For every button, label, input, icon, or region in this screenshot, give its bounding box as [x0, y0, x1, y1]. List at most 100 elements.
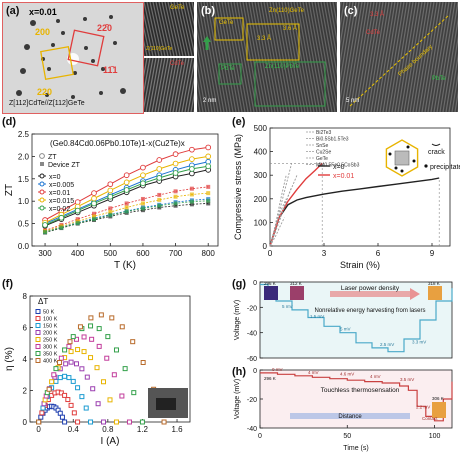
x-tick-label: 0.8	[102, 425, 114, 434]
diffraction-pattern	[16, 15, 126, 99]
legend-device-header: Device ZT	[48, 162, 81, 169]
lattice-fringe	[233, 2, 255, 112]
efficiency-point	[139, 419, 145, 425]
legend-entry: x=0.015	[49, 198, 74, 205]
lattice-fringe	[182, 2, 194, 55]
lattice-fringe	[209, 2, 231, 112]
efficiency-point	[122, 366, 128, 372]
efficiency-point	[63, 361, 69, 367]
efficiency-point	[107, 397, 113, 403]
annotation-precipitate: precipitate	[430, 164, 460, 171]
lattice-fringe	[161, 2, 175, 56]
y-tick-label: 0.5	[18, 220, 30, 229]
legend-entry: 200 K	[43, 331, 58, 337]
lattice-fringe	[275, 2, 297, 112]
lattice-fringe	[212, 2, 234, 112]
lattice-fringe	[403, 2, 423, 112]
x-tick-label: 1.2	[137, 425, 149, 434]
c-label-cdte: CdTe	[366, 30, 381, 36]
x-tick-label: 100	[429, 433, 441, 440]
zt-chart-svg: 300 400 500 600 700 800 0.0 0.5 1.0 1.5 2.0 2.5 T (K…	[4, 130, 219, 271]
efficiency-point	[79, 394, 85, 400]
level-label: 3.3 mV	[412, 339, 426, 344]
lattice-fringe	[167, 2, 181, 56]
lattice-fringe	[148, 58, 160, 112]
precipitate-dot	[400, 169, 404, 173]
lattice-fringe	[421, 2, 441, 112]
legend-marker	[35, 337, 41, 342]
lattice-fringe	[146, 2, 160, 56]
level-label: 1.5 mV	[310, 314, 324, 319]
legend-marker	[39, 181, 45, 187]
y-tick-label: 500	[254, 124, 268, 133]
device-point	[206, 201, 211, 206]
efficiency-point	[73, 361, 79, 367]
lattice-fringe	[218, 2, 240, 112]
device-point	[206, 198, 211, 203]
efficiency-point	[62, 419, 68, 425]
level-label: 2.5 mV	[380, 342, 394, 347]
lattice-fringe	[144, 58, 151, 94]
lattice-fringe	[197, 42, 210, 112]
device-point	[206, 184, 211, 189]
lattice-fringe	[144, 2, 157, 56]
efficiency-point	[84, 374, 90, 380]
efficiency-point	[111, 372, 117, 378]
efficiency-point	[67, 339, 73, 345]
lattice-fringe	[269, 2, 291, 112]
lattice-fringe	[397, 2, 417, 112]
lattice-fringe	[179, 2, 193, 56]
temp-label: 312 K	[290, 281, 302, 286]
lattice-fringe	[385, 2, 405, 112]
efficiency-point	[68, 349, 74, 355]
lattice-fringe	[245, 2, 267, 112]
device-point	[157, 197, 162, 202]
zt-point	[123, 172, 130, 179]
diffraction-spot	[30, 20, 36, 26]
power-arrow-head	[410, 288, 420, 300]
lattice-fringe	[406, 2, 426, 112]
panel-label-h: (h)	[232, 366, 247, 378]
lattice-fringe	[320, 2, 337, 94]
lattice-fringe	[329, 2, 337, 44]
lattice-fringe	[314, 2, 336, 112]
zt-point	[123, 187, 130, 193]
zt-point	[58, 214, 65, 221]
efficiency-point	[113, 347, 119, 353]
x-axis-label: I (A)	[101, 436, 120, 447]
lattice-fringe	[281, 2, 303, 112]
y-axis-label: η (%)	[4, 347, 15, 371]
diffraction-spot	[84, 46, 88, 50]
legend-entry: x=0	[49, 174, 61, 181]
efficiency-point	[131, 390, 137, 396]
panel-a-inset-top: GeTe Z(110)GeTe	[144, 2, 194, 56]
diffraction-spot	[47, 67, 51, 71]
lattice-fringe	[343, 2, 363, 112]
thermo-voltage-svg: 0 50 100 -40 -20 0 Time (s) Voltage (mV) Touchle…	[234, 367, 453, 452]
hrtem-image	[197, 2, 337, 112]
panel-label-e: (e)	[232, 116, 246, 128]
zt-point	[156, 166, 163, 172]
diffraction-spot	[61, 31, 65, 35]
efficiency-point	[66, 343, 72, 349]
lattice-fringe	[170, 2, 184, 56]
spot-label-220: 220	[37, 87, 53, 97]
device-point	[157, 203, 162, 208]
lattice-fringe	[290, 2, 312, 112]
precipitate-dot	[412, 159, 416, 163]
y-tick-label: 4	[23, 355, 28, 364]
panel-label-f: (f)	[2, 278, 13, 290]
lattice-fringe	[376, 2, 396, 112]
temp-label: 318 K	[428, 281, 440, 286]
efficiency-point	[105, 334, 111, 340]
lattice-fringe	[158, 2, 172, 56]
device-point	[140, 201, 145, 206]
efficiency-point	[57, 360, 63, 365]
legend-marker	[39, 197, 45, 203]
y-tick-label: 0	[23, 418, 28, 427]
efficiency-point	[66, 375, 72, 381]
zt-point	[156, 175, 163, 181]
panel-label-d: (d)	[2, 116, 17, 128]
lattice-fringe	[424, 2, 444, 112]
